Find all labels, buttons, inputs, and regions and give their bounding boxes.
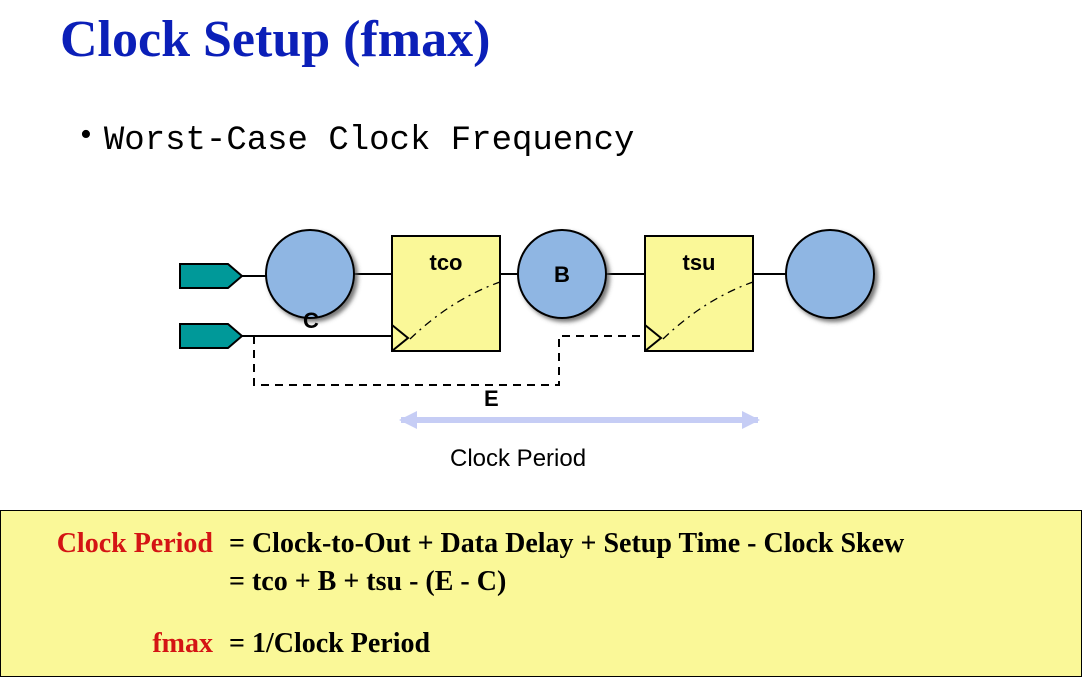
slide-title: Clock Setup (fmax) xyxy=(60,10,490,69)
svg-text:tsu: tsu xyxy=(683,250,716,275)
bullet-dot-icon: • xyxy=(80,116,92,153)
svg-text:tco: tco xyxy=(430,250,463,275)
equation-label xyxy=(13,563,229,601)
equation-row: Clock Period= Clock-to-Out + Data Delay … xyxy=(1,525,1081,563)
bullet-worst-case: •Worst-Case Clock Frequency xyxy=(80,120,634,160)
equation-row: fmax= 1/Clock Period xyxy=(1,625,1081,663)
bullet-text: Worst-Case Clock Frequency xyxy=(104,122,635,160)
equation-row: = tco + B + tsu - (E - C) xyxy=(1,563,1081,601)
equation-body: = Clock-to-Out + Data Delay + Setup Time… xyxy=(229,525,904,563)
svg-text:B: B xyxy=(554,262,570,287)
equation-body: = 1/Clock Period xyxy=(229,625,430,663)
clock-period-label: Clock Period xyxy=(450,445,586,473)
equation-body: = tco + B + tsu - (E - C) xyxy=(229,563,506,601)
equation-box: Clock Period= Clock-to-Out + Data Delay … xyxy=(0,510,1082,677)
timing-diagram-svg: tco Btsu C E xyxy=(150,210,950,470)
svg-text:C: C xyxy=(303,308,319,333)
timing-diagram: tco Btsu C E xyxy=(150,210,950,470)
svg-text:E: E xyxy=(484,386,499,411)
equation-label: fmax xyxy=(13,625,229,663)
equation-label: Clock Period xyxy=(13,525,229,563)
